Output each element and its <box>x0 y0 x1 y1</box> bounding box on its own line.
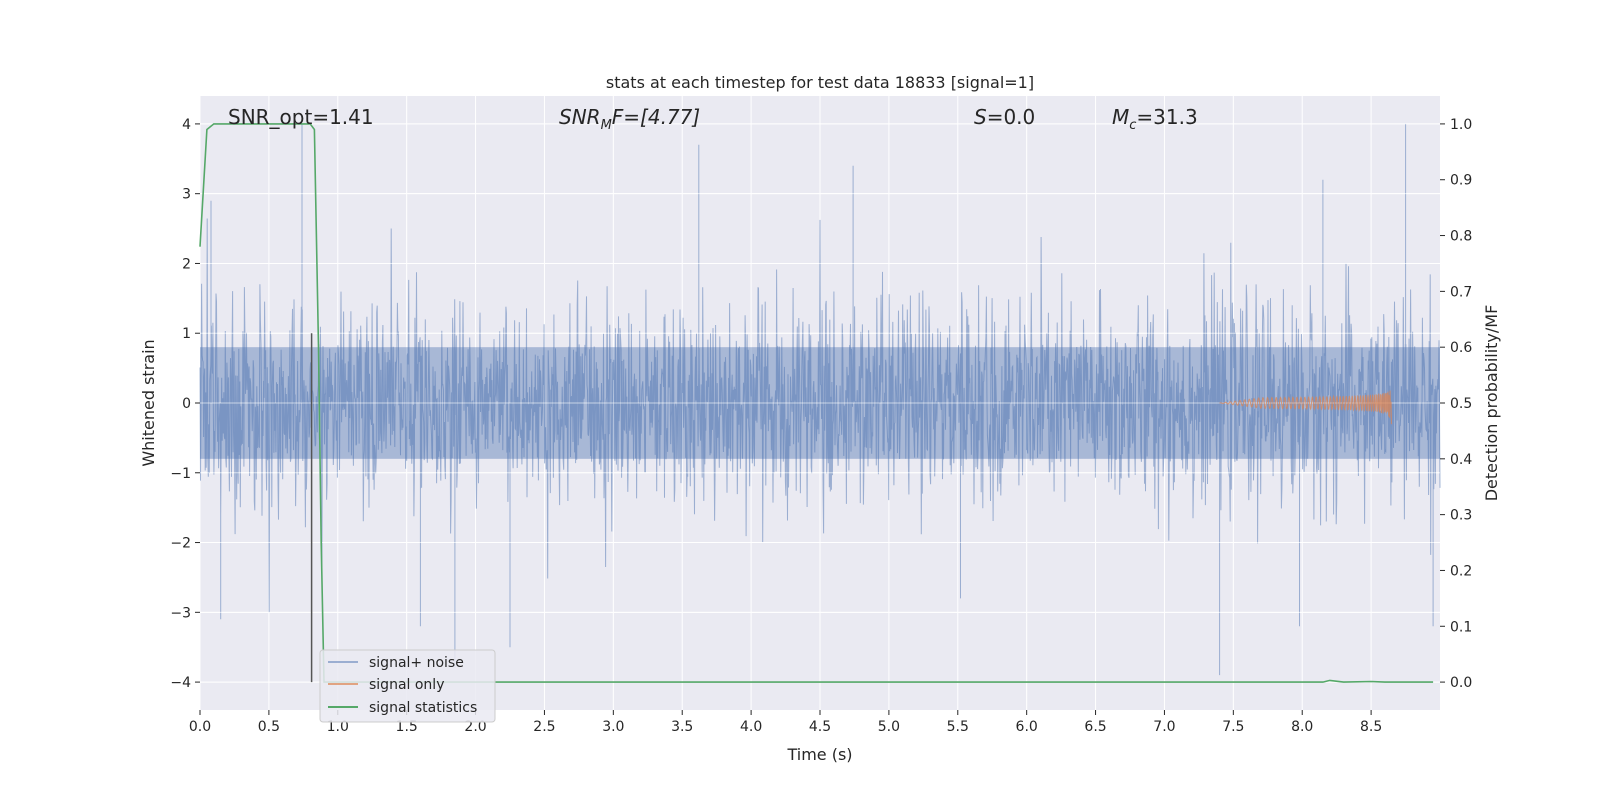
left-y-axis-label: Whitened strain <box>139 339 158 466</box>
snr-mf-prefix: SNR <box>559 105 601 129</box>
chart-title: stats at each timestep for test data 188… <box>606 73 1034 92</box>
y-right-tick-label: 0.6 <box>1450 340 1472 356</box>
left-y-tick-labels: 4 3 2 1 0 −1 −2 −3 −4 <box>170 117 200 691</box>
x-tick-label: 7.5 <box>1222 719 1244 735</box>
chirp-path <box>1219 390 1392 425</box>
x-tick-label: 1.5 <box>396 719 418 735</box>
snr-opt-annotation: SNR_opt=1.41 <box>228 105 374 129</box>
y-right-tick-label: 0.0 <box>1450 675 1472 691</box>
mc-annotation: Mc=31.3 <box>1112 105 1198 133</box>
mc-var: M <box>1112 105 1129 129</box>
x-tick-label: 6.5 <box>1084 719 1106 735</box>
y-right-tick-label: 0.5 <box>1450 396 1472 412</box>
x-tick-label: 6.0 <box>1016 719 1038 735</box>
y-right-tick-label: 0.9 <box>1450 173 1472 189</box>
y-right-tick-label: 0.1 <box>1450 619 1472 635</box>
y-left-tick-label: 4 <box>182 117 191 133</box>
mc-val: =31.3 <box>1136 105 1197 129</box>
right-y-tick-labels: 1.0 0.9 0.8 0.7 0.6 0.5 0.4 0.3 0.2 0.1 0.0 <box>1440 117 1472 691</box>
y-left-tick-label: 3 <box>182 187 191 203</box>
x-tick-label: 4.0 <box>740 719 762 735</box>
x-tick-label: 0.0 <box>189 719 211 735</box>
x-tick-labels: 0.0 0.5 1.0 1.5 2.0 2.5 3.0 3.5 4.0 4.5 5.0 5.5 6.0 6… <box>189 710 1382 735</box>
legend-box <box>319 649 496 723</box>
y-right-tick-label: 0.8 <box>1450 229 1472 245</box>
x-tick-label: 2.0 <box>464 719 486 735</box>
s-val: =0.0 <box>987 105 1036 129</box>
y-left-tick-label: −4 <box>170 675 191 691</box>
legend-label-noise: signal+ noise <box>369 655 464 671</box>
x-tick-label: 3.5 <box>671 719 693 735</box>
y-left-tick-label: −1 <box>170 466 191 482</box>
signal-only-trace <box>1219 390 1392 425</box>
y-left-tick-label: −2 <box>170 536 191 552</box>
x-tick-label: 8.0 <box>1291 719 1313 735</box>
x-tick-label: 2.5 <box>533 719 555 735</box>
s-annotation: S=0.0 <box>974 105 1035 129</box>
x-tick-label: 5.5 <box>947 719 969 735</box>
right-y-axis-label: Detection probability/MF <box>1482 305 1501 502</box>
x-tick-label: 3.0 <box>602 719 624 735</box>
x-axis-label: Time (s) <box>786 745 852 764</box>
snr-mf-sub: M <box>601 118 612 133</box>
y-right-tick-label: 0.4 <box>1450 452 1472 468</box>
legend-label-stat: signal statistics <box>369 700 477 716</box>
x-tick-label: 4.5 <box>809 719 831 735</box>
y-left-tick-label: −3 <box>170 605 191 621</box>
legend: signal+ noise signal only signal statist… <box>319 649 496 723</box>
snr-mf-suffix: F=[4.77] <box>612 105 700 129</box>
x-tick-label: 1.0 <box>327 719 349 735</box>
y-right-tick-label: 0.3 <box>1450 508 1472 524</box>
x-tick-label: 5.0 <box>878 719 900 735</box>
y-right-tick-label: 0.7 <box>1450 284 1472 300</box>
y-right-tick-label: 0.2 <box>1450 563 1472 579</box>
x-tick-label: 8.5 <box>1360 719 1382 735</box>
y-left-tick-label: 0 <box>182 396 191 412</box>
s-var: S <box>974 105 987 129</box>
y-left-tick-label: 2 <box>182 256 191 272</box>
y-left-tick-label: 1 <box>182 326 191 342</box>
mc-sub: c <box>1129 118 1136 133</box>
snr-mf-annotation: SNRMF=[4.77] <box>559 105 700 133</box>
y-right-tick-label: 1.0 <box>1450 117 1472 133</box>
legend-label-signal: signal only <box>369 677 444 693</box>
noise-trace <box>199 123 1441 683</box>
x-tick-label: 0.5 <box>258 719 280 735</box>
x-tick-label: 7.0 <box>1153 719 1175 735</box>
